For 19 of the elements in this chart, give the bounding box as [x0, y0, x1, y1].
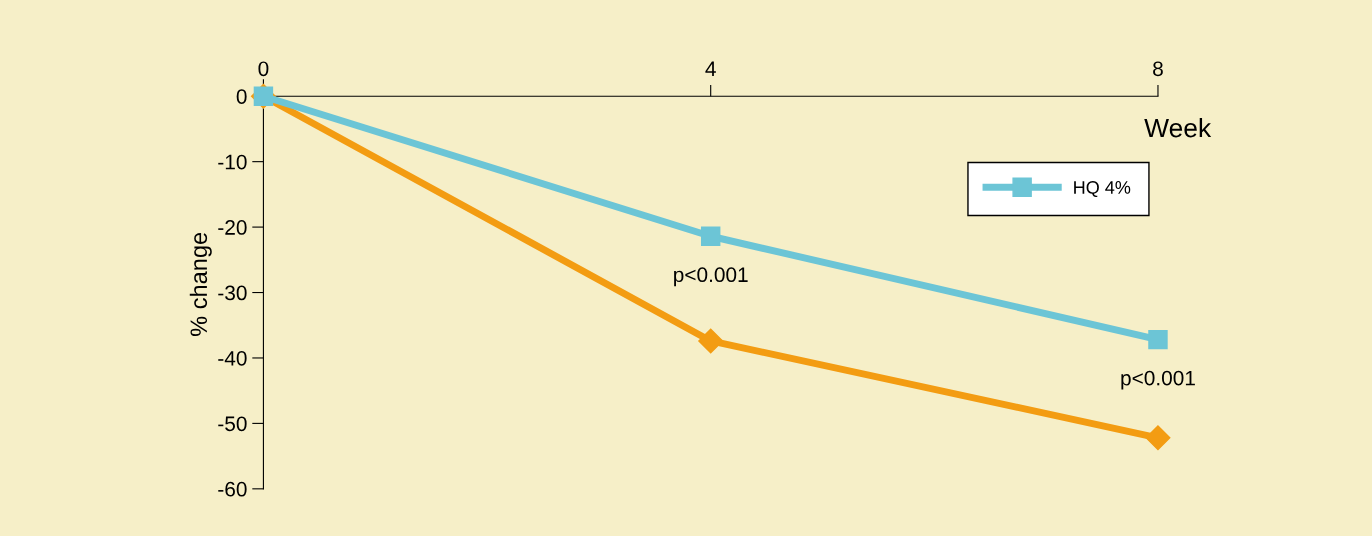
- point: [1145, 425, 1171, 451]
- x-tick-label: 4: [705, 61, 716, 76]
- point: [700, 226, 721, 246]
- y-tick-label: -60: [218, 481, 247, 497]
- y-tick-label: 0: [236, 89, 247, 104]
- y-tick-label: -40: [218, 350, 247, 366]
- y-axis-title: % change: [189, 232, 212, 337]
- x-tick-label: 8: [1153, 61, 1163, 77]
- annotation: p<0.001: [1121, 370, 1195, 390]
- y-tick-label: -50: [218, 416, 247, 432]
- x-axis-title: Week: [1144, 118, 1212, 138]
- point: [1148, 329, 1168, 350]
- legend-label: HQ 4%: [1074, 181, 1131, 198]
- annotation: p<0.001: [674, 267, 748, 287]
- x-tick-label: 0: [258, 61, 269, 77]
- y-tick-label: -30: [218, 285, 247, 301]
- y-tick-label: -20: [218, 220, 247, 235]
- point: [698, 328, 724, 354]
- y-tick-label: -10: [218, 154, 247, 170]
